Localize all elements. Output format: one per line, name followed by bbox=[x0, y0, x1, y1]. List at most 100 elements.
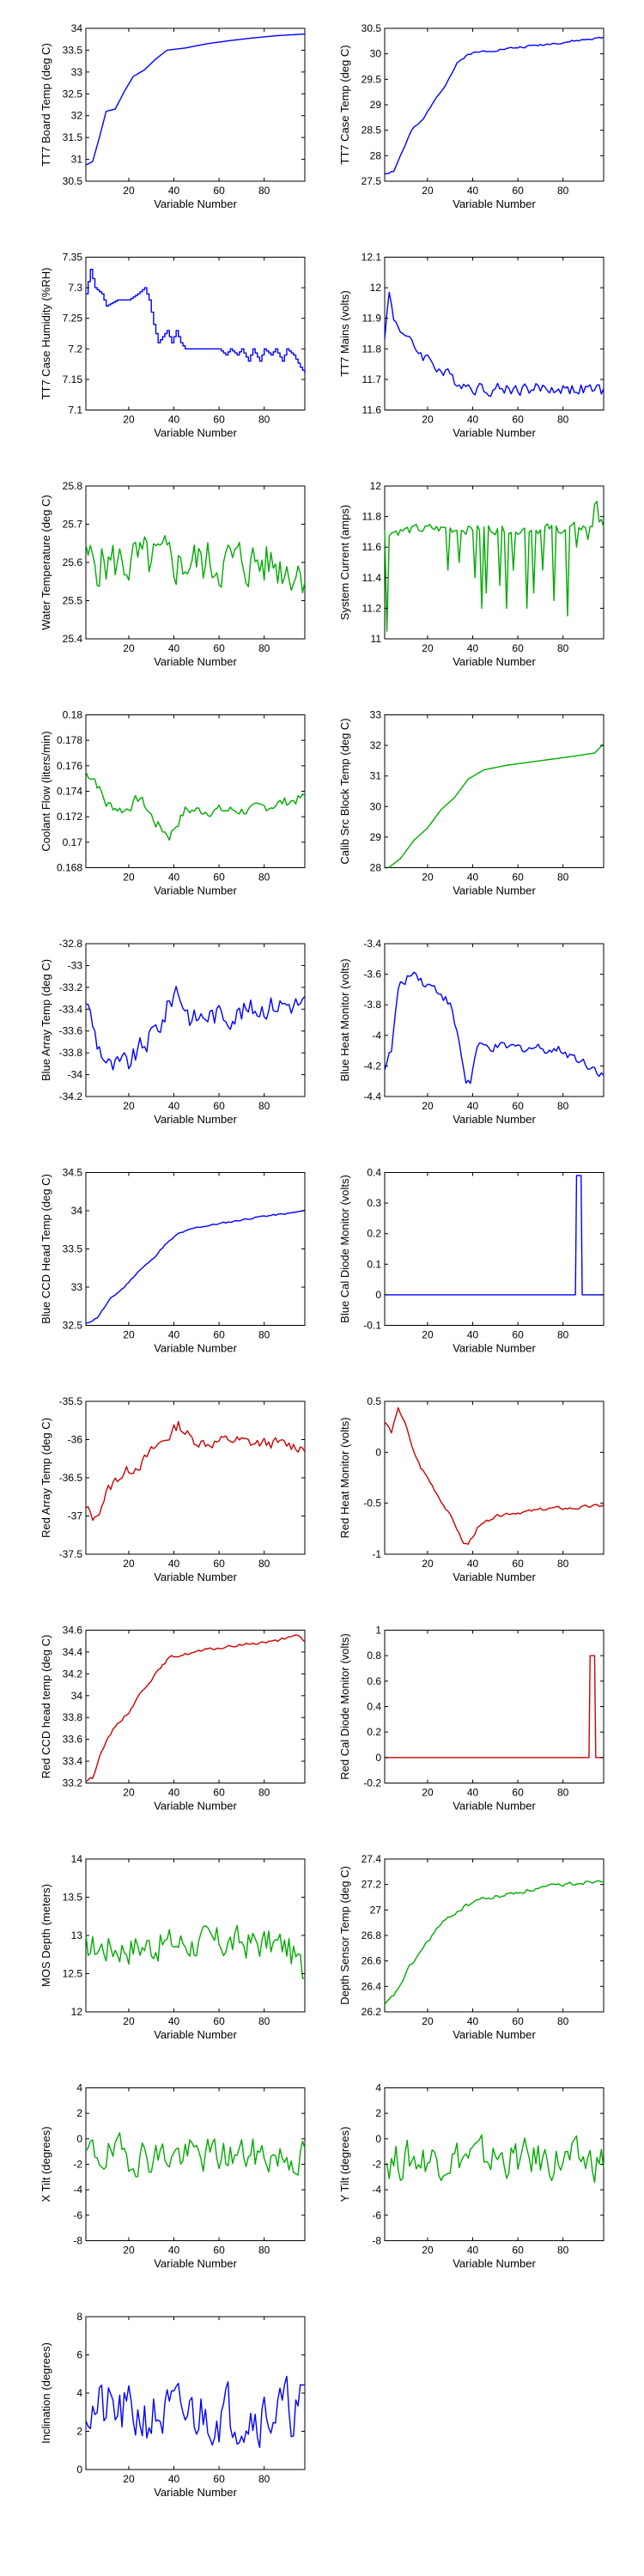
y-tick-label: 26.4 bbox=[361, 1980, 382, 1992]
chart-panel-13: 20 40 60 80 -37.5 -37 -36.5 -36 -35.5 Variable Nu… bbox=[39, 1395, 306, 1583]
x-tick-label: 20 bbox=[422, 642, 434, 654]
y-tick-label: 0.8 bbox=[367, 1649, 381, 1662]
x-tick-label: 80 bbox=[557, 872, 569, 884]
x-tick-label: 40 bbox=[467, 185, 479, 197]
y-tick-label: -33 bbox=[68, 959, 83, 971]
y-axis-label: Coolant Flow (liters/min) bbox=[39, 731, 52, 851]
x-tick-label: 60 bbox=[213, 642, 225, 654]
x-tick-label: 20 bbox=[123, 414, 135, 426]
x-tick-label: 80 bbox=[557, 1329, 569, 1341]
x-tick-label: 20 bbox=[123, 872, 135, 884]
x-tick-label: 20 bbox=[123, 642, 135, 654]
y-axis-label: Calib Src Block Temp (deg C) bbox=[338, 718, 351, 864]
x-tick-label: 40 bbox=[467, 2245, 479, 2257]
y-tick-label: 27 bbox=[370, 1904, 382, 1916]
y-tick-label: 26.6 bbox=[361, 1955, 382, 1967]
y-tick-label: 29 bbox=[370, 831, 382, 843]
y-tick-label: 33.4 bbox=[63, 1755, 83, 1767]
series-line bbox=[385, 1175, 604, 1296]
series-line bbox=[384, 1406, 605, 1546]
x-tick-label: 40 bbox=[467, 1100, 479, 1112]
series-line bbox=[85, 1420, 306, 1522]
x-tick-label: 20 bbox=[422, 1329, 434, 1341]
y-tick-label: 7.2 bbox=[68, 343, 82, 355]
plot-frame bbox=[85, 2087, 306, 2241]
x-tick-label: 20 bbox=[422, 414, 434, 426]
y-tick-label: -4.4 bbox=[363, 1091, 381, 1103]
y-tick-label: 4 bbox=[76, 2387, 82, 2399]
y-axis-label: Inclination (degrees) bbox=[39, 2342, 52, 2444]
x-tick-label: 40 bbox=[467, 1329, 479, 1341]
y-tick-label: 32 bbox=[370, 739, 382, 751]
plot-frame bbox=[85, 1630, 306, 1783]
chart-panel-2: 20 40 60 80 27.5 28 28.5 29 29.5 30 30.5 Variable N… bbox=[338, 22, 605, 210]
x-tick-label: 40 bbox=[467, 2015, 479, 2027]
y-axis-label: Blue Heat Monitor (volts) bbox=[338, 958, 351, 1081]
y-tick-label: -4 bbox=[372, 1030, 381, 1042]
x-tick-label: 80 bbox=[258, 1329, 270, 1341]
y-tick-label: 11 bbox=[371, 633, 382, 645]
y-axis-label: Depth Sensor Temp (deg C) bbox=[338, 1866, 351, 2005]
y-tick-label: 29.5 bbox=[361, 73, 382, 85]
y-tick-label: -36.5 bbox=[59, 1472, 83, 1484]
x-tick-label: 80 bbox=[557, 2015, 569, 2027]
x-tick-label: 40 bbox=[168, 2245, 180, 2257]
y-tick-label: 27.4 bbox=[361, 1853, 382, 1865]
x-tick-label: 80 bbox=[557, 414, 569, 426]
y-tick-label: 12 bbox=[370, 282, 382, 294]
y-tick-label: 33 bbox=[370, 709, 382, 721]
x-tick-label: 80 bbox=[258, 2245, 270, 2257]
x-tick-label: 40 bbox=[467, 414, 479, 426]
plot-frame bbox=[384, 485, 605, 640]
y-axis-label: Red Cal Diode Monitor (volts) bbox=[338, 1633, 351, 1780]
plot-frame bbox=[384, 714, 605, 868]
y-axis-label: TT7 Case Humidity (%RH) bbox=[39, 268, 52, 400]
y-tick-label: 12.5 bbox=[63, 1968, 83, 1980]
y-tick-label: 7.3 bbox=[68, 282, 82, 294]
y-tick-label: -0.2 bbox=[363, 1777, 381, 1789]
y-tick-label: -3.6 bbox=[363, 969, 381, 981]
y-tick-label: 0.2 bbox=[367, 1228, 381, 1240]
y-tick-label: 0.174 bbox=[57, 786, 82, 798]
series-line bbox=[384, 2134, 605, 2184]
series-line bbox=[384, 971, 605, 1084]
y-tick-label: 0 bbox=[375, 1289, 381, 1301]
y-tick-label: 0.1 bbox=[367, 1258, 381, 1270]
x-tick-label: 40 bbox=[168, 642, 180, 654]
y-tick-label: 11.7 bbox=[362, 374, 382, 386]
y-tick-label: -33.2 bbox=[59, 981, 83, 993]
x-tick-label: 40 bbox=[168, 2015, 180, 2027]
x-tick-label: 40 bbox=[168, 1787, 180, 1799]
x-axis-label: Variable Number bbox=[154, 197, 237, 210]
y-axis-label: TT7 Case Temp (deg C) bbox=[338, 45, 351, 164]
series-line bbox=[384, 501, 605, 632]
y-tick-label: 29 bbox=[370, 99, 382, 111]
chart-panel-20: 20 40 60 80 -8 -6 -4 -2 0 2 4 Variable Number Y Tilt… bbox=[338, 2082, 605, 2270]
y-axis-label: Water Temperature (deg C) bbox=[39, 495, 52, 630]
y-tick-label: -33.8 bbox=[59, 1047, 83, 1059]
x-axis-label: Variable Number bbox=[453, 427, 536, 440]
y-tick-label: 11.6 bbox=[362, 404, 382, 416]
y-tick-label: 33 bbox=[71, 66, 83, 78]
x-tick-label: 20 bbox=[422, 1558, 434, 1570]
plot-frame bbox=[85, 257, 306, 410]
x-tick-label: 20 bbox=[422, 1100, 434, 1112]
series-line bbox=[85, 2375, 306, 2448]
x-tick-label: 40 bbox=[467, 642, 479, 654]
x-tick-label: 60 bbox=[213, 1558, 225, 1570]
x-tick-label: 80 bbox=[258, 2473, 270, 2485]
y-tick-label: -35.5 bbox=[59, 1395, 83, 1407]
plot-frame bbox=[384, 2087, 605, 2241]
y-tick-label: -37.5 bbox=[59, 1548, 83, 1560]
y-tick-label: 11.2 bbox=[362, 602, 382, 614]
x-axis-label: Variable Number bbox=[154, 2486, 237, 2499]
x-axis-label: Variable Number bbox=[154, 427, 237, 440]
x-tick-label: 80 bbox=[557, 2245, 569, 2257]
y-tick-label: -3.8 bbox=[363, 999, 381, 1011]
plot-frame bbox=[384, 1172, 605, 1326]
series-line bbox=[85, 2132, 306, 2178]
x-axis-label: Variable Number bbox=[453, 2028, 536, 2041]
y-tick-label: 7.15 bbox=[63, 374, 83, 386]
plot-frame bbox=[85, 1172, 306, 1326]
x-tick-label: 20 bbox=[422, 2015, 434, 2027]
